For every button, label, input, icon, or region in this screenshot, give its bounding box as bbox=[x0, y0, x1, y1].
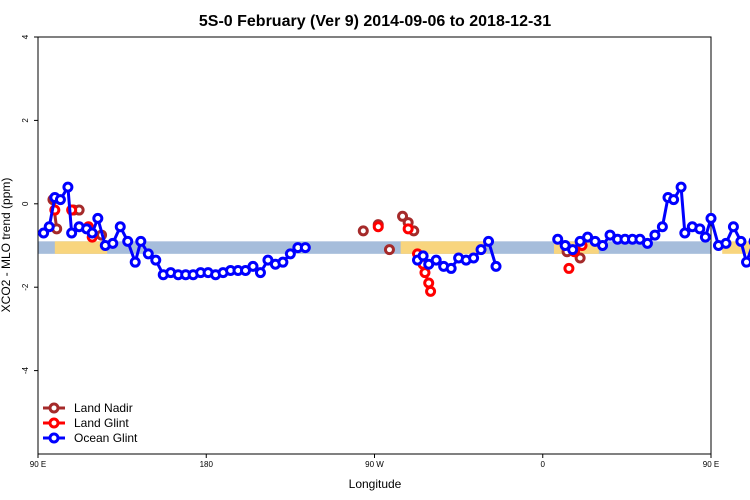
y-tick-label: -4 bbox=[21, 366, 30, 374]
ocean-glint-point bbox=[107, 237, 119, 249]
legend-label: Ocean Glint bbox=[74, 431, 138, 445]
land-nadir-point bbox=[397, 210, 409, 222]
series-ocean-glint bbox=[38, 181, 750, 281]
ocean-glint-point bbox=[552, 233, 564, 245]
ocean-glint-point bbox=[445, 262, 457, 274]
ocean-glint-point bbox=[705, 212, 717, 224]
chart-title: 5S-0 February (Ver 9) 2014-09-06 to 2018… bbox=[199, 13, 551, 30]
ocean-glint-point bbox=[483, 235, 495, 247]
ocean-glint-point bbox=[699, 231, 711, 243]
ocean-glint-point bbox=[142, 248, 154, 260]
legend-entry-land-nadir: Land Nadir bbox=[43, 401, 133, 415]
ocean-glint-point bbox=[114, 221, 126, 233]
legend-entry-ocean-glint: Ocean Glint bbox=[43, 431, 138, 445]
legend-marker bbox=[48, 402, 60, 414]
x-tick-label: 180 bbox=[200, 460, 214, 469]
y-tick-label: -2 bbox=[21, 283, 30, 291]
plot-frame bbox=[37, 36, 712, 455]
land-glint-point bbox=[423, 277, 435, 289]
ocean-glint-point bbox=[129, 256, 141, 268]
ocean-glint-point bbox=[694, 223, 706, 235]
ocean-glint-point bbox=[66, 227, 78, 239]
x-tick-label: 90 W bbox=[365, 460, 384, 469]
legend-marker bbox=[48, 417, 60, 429]
y-tick-label: 2 bbox=[21, 118, 30, 123]
land-glint-point bbox=[563, 262, 575, 274]
land-glint-point bbox=[419, 267, 431, 279]
land-glint-point bbox=[372, 221, 384, 233]
series-lines bbox=[38, 181, 750, 297]
ocean-glint-point bbox=[641, 237, 653, 249]
legend-label: Land Glint bbox=[74, 416, 129, 430]
ocean-glint-point bbox=[38, 227, 50, 239]
ocean-glint-point bbox=[656, 221, 668, 233]
ocean-glint-point bbox=[54, 194, 66, 206]
ocean-glint-point bbox=[62, 181, 74, 193]
land-nadir-point bbox=[383, 244, 395, 256]
legend-entry-land-glint: Land Glint bbox=[43, 416, 129, 430]
ocean-glint-point bbox=[727, 221, 739, 233]
reference-band-land bbox=[54, 241, 108, 254]
x-tick-label: 90 E bbox=[703, 460, 719, 469]
ocean-glint-point bbox=[567, 244, 579, 256]
reference-band-ocean bbox=[38, 241, 711, 254]
ocean-glint-point bbox=[86, 227, 98, 239]
land-nadir-point bbox=[357, 225, 369, 237]
y-tick-label: 4 bbox=[21, 34, 30, 39]
axis-ticks: 90 E 180 90 W 0 90 E 4 2 0 -2 -4 bbox=[21, 34, 719, 469]
land-glint-point bbox=[425, 285, 437, 297]
ocean-glint-point bbox=[43, 221, 55, 233]
ocean-glint-point bbox=[490, 260, 502, 272]
y-axis-label: XCO2 - MLO trend (ppm) bbox=[0, 178, 13, 313]
ocean-glint-point bbox=[597, 240, 609, 251]
ocean-glint-point bbox=[679, 227, 691, 239]
ocean-glint-point bbox=[254, 267, 266, 279]
ocean-glint-point bbox=[741, 256, 750, 268]
ocean-glint-point bbox=[135, 235, 147, 247]
land-nadir-point bbox=[574, 252, 586, 264]
ocean-glint-point bbox=[417, 250, 429, 262]
ocean-glint-point bbox=[475, 244, 487, 256]
ocean-glint-point bbox=[92, 212, 104, 224]
ocean-glint-point bbox=[675, 181, 687, 193]
x-tick-label: 90 E bbox=[30, 460, 46, 469]
ocean-glint-point bbox=[720, 237, 732, 249]
ocean-glint-point bbox=[277, 256, 289, 268]
legend-label: Land Nadir bbox=[74, 401, 133, 415]
ocean-glint-point bbox=[122, 235, 134, 247]
land-glint-point bbox=[402, 223, 414, 235]
ocean-glint-point bbox=[430, 254, 442, 266]
x-axis-label: Longitude bbox=[349, 477, 402, 491]
legend-marker bbox=[48, 432, 60, 444]
ocean-glint-point bbox=[649, 229, 661, 241]
ocean-glint-point bbox=[735, 235, 747, 247]
ocean-glint-point bbox=[284, 248, 296, 260]
ocean-glint-point bbox=[150, 254, 162, 266]
ocean-glint-point bbox=[668, 194, 680, 206]
ocean-glint-point bbox=[468, 252, 480, 264]
ocean-glint-point bbox=[299, 242, 311, 254]
ocean-glint-point bbox=[247, 260, 259, 272]
y-tick-label: 0 bbox=[21, 201, 30, 206]
x-tick-label: 0 bbox=[541, 460, 546, 469]
